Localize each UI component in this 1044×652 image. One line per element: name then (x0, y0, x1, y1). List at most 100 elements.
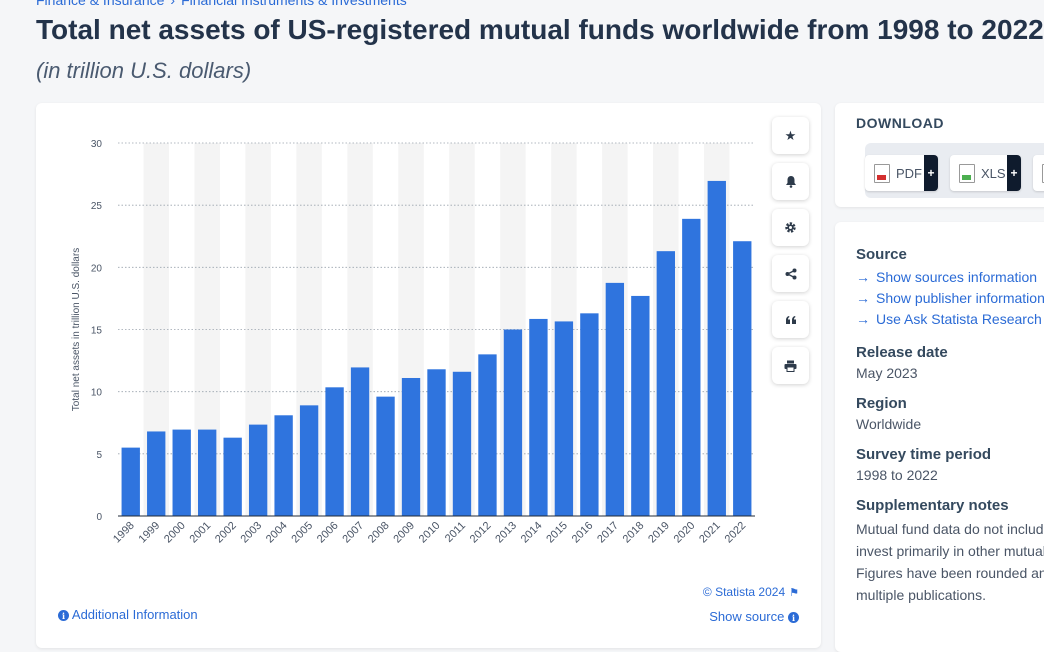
pdf-file-icon (874, 163, 890, 183)
region-value: Worldwide (856, 416, 922, 432)
download-panel: DOWNLOAD PDF + XLS + (835, 103, 1044, 207)
notes-line: invest primarily in other mutual (856, 543, 1044, 559)
x-tick-label: 2000 (162, 520, 188, 546)
source-heading: Source (856, 246, 907, 263)
print-icon (784, 360, 797, 372)
x-tick-label: 2005 (289, 520, 315, 546)
bar (350, 367, 370, 516)
survey-period-section: Survey time period 1998 to 2022 (856, 446, 1044, 483)
show-source-link[interactable]: Show source i (709, 609, 799, 624)
show-sources-link[interactable]: → Show sources information (856, 267, 1044, 288)
pdf-label: PDF (896, 165, 922, 181)
x-tick-label: 2009 (391, 520, 417, 546)
xls-label: XLS (981, 165, 1006, 181)
page-title: Total net assets of US-registered mutual… (36, 14, 1044, 45)
bar (631, 295, 650, 516)
show-publisher-link[interactable]: → Show publisher information (856, 288, 1044, 309)
share-icon (785, 268, 796, 279)
info-icon: i (58, 610, 69, 622)
cite-button[interactable] (772, 301, 809, 338)
download-xls-button[interactable]: XLS + (950, 155, 1021, 191)
favorite-button[interactable]: ★ (772, 117, 809, 154)
release-date-value: May 2023 (856, 365, 918, 381)
show-publisher-label: Show publisher information (876, 290, 1044, 306)
bar (478, 354, 497, 516)
y-tick-label: 10 (91, 388, 103, 399)
arrow-right-icon: → (856, 311, 870, 327)
bar-chart: 0 5 10 15 20 25 30 1998 1999 2000 2001 2002 2003 2004… (71, 139, 755, 546)
supplementary-notes-section: Supplementary notes Mutual fund data do … (856, 497, 1044, 606)
chart-card: 0 5 10 15 20 25 30 1998 1999 2000 2001 2002 2003 2004… (36, 103, 821, 648)
y-tick-label: 20 (91, 263, 103, 274)
print-button[interactable] (772, 347, 809, 384)
show-sources-label: Show sources information (876, 269, 1038, 285)
y-tick-label: 5 (96, 450, 102, 461)
x-tick-label: 2018 (621, 520, 647, 546)
flag-icon: ⚑ (789, 587, 799, 599)
bar (580, 313, 599, 516)
bar (554, 321, 574, 516)
supplementary-notes-heading: Supplementary notes (856, 497, 1009, 514)
bar (172, 429, 191, 516)
credit-text: © Statista 2024 (702, 585, 786, 599)
additional-information-link[interactable]: i Additional Information (58, 607, 198, 622)
statistic-details-panel: Source → Show sources information → Show p… (835, 222, 1044, 652)
xls-file-icon (959, 163, 975, 183)
x-tick-label: 2021 (697, 520, 723, 546)
release-date-section: Release date May 2023 (856, 344, 1044, 381)
bar (707, 180, 726, 516)
settings-button[interactable] (772, 209, 809, 246)
y-tick-label: 30 (91, 139, 103, 150)
x-tick-label: 2019 (646, 520, 672, 546)
y-tick-label: 0 (96, 512, 102, 523)
x-tick-label: 2022 (723, 520, 749, 546)
breadcrumb-separator: › (170, 0, 176, 8)
y-tick-label: 15 (91, 326, 103, 337)
source-section: Source → Show sources information → Show p… (856, 246, 1044, 330)
bar (452, 371, 472, 516)
x-tick-label: 2010 (417, 520, 443, 546)
bar (147, 431, 166, 516)
survey-period-value: 1998 to 2022 (856, 467, 938, 483)
breadcrumb-item-finance[interactable]: Finance & Insurance (36, 0, 165, 8)
plus-icon: + (924, 155, 938, 191)
download-pdf-button[interactable]: PDF + (865, 155, 938, 191)
gear-icon (785, 222, 796, 233)
bar (427, 369, 446, 516)
download-title: DOWNLOAD (856, 115, 944, 131)
share-button[interactable] (772, 255, 809, 292)
download-more-button[interactable] (1033, 155, 1044, 191)
ask-statista-label: Use Ask Statista Research Service (876, 311, 1044, 327)
x-tick-label: 2017 (595, 520, 621, 546)
bar (503, 329, 523, 516)
ask-statista-link[interactable]: → Use Ask Statista Research Service (856, 309, 1044, 330)
breadcrumb: Finance & Insurance › Financial Instrument… (36, 0, 407, 8)
x-tick-label: 2020 (672, 520, 698, 546)
notes-line: multiple publications. (856, 587, 986, 603)
y-axis-title: Total net assets in trillion U.S. dollar… (71, 248, 82, 411)
page-subtitle: (in trillion U.S. dollars) (36, 58, 252, 83)
bar (121, 447, 140, 516)
bell-icon (785, 176, 796, 188)
bar (223, 437, 242, 516)
notification-button[interactable] (772, 163, 809, 200)
x-tick-label: 2002 (213, 520, 239, 546)
bar (198, 429, 217, 516)
bar (325, 387, 344, 516)
y-tick-label: 25 (91, 201, 103, 212)
breadcrumb-item-instruments[interactable]: Financial Instruments & Investments (181, 0, 407, 8)
quote-icon (785, 315, 796, 324)
bar (605, 282, 625, 516)
x-tick-label: 2004 (264, 520, 290, 546)
x-tick-label: 2012 (468, 520, 494, 546)
x-tick-label: 2003 (238, 520, 264, 546)
plus-icon: + (1007, 155, 1021, 191)
statista-credit[interactable]: © Statista 2024 ⚑ (703, 585, 799, 599)
bar (248, 424, 268, 516)
bar (656, 251, 675, 517)
additional-info-label: Additional Information (71, 607, 198, 622)
region-section: Region Worldwide (856, 395, 1044, 432)
notes-line: Figures have been rounded and (856, 565, 1044, 581)
bar (733, 241, 752, 516)
bar (376, 396, 395, 516)
